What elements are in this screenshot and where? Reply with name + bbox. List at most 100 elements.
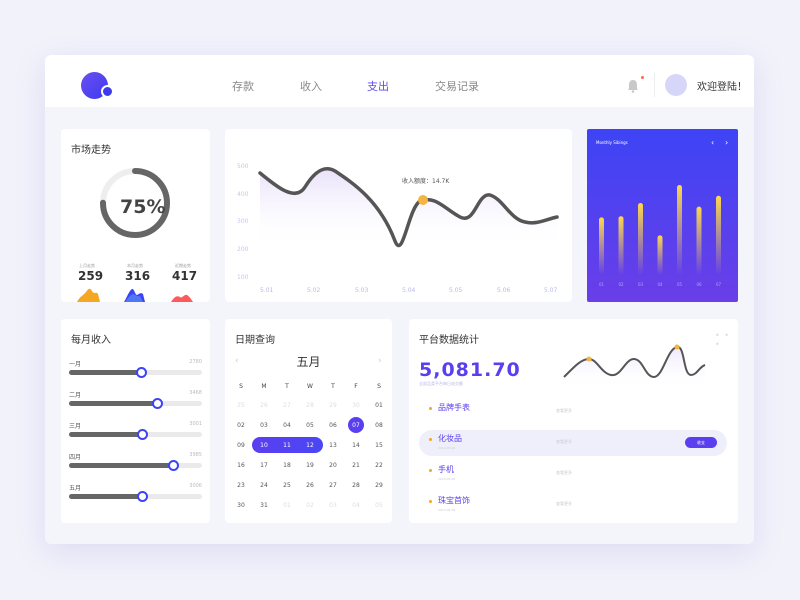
slider-fill [69,463,175,468]
market-trend-title: 市场走势 [71,145,111,156]
progress-ring [100,168,170,238]
calendar-day[interactable]: 29 [375,482,383,489]
slider-knob[interactable] [152,398,164,409]
bar-5 [677,185,682,275]
calendar-day[interactable]: 15 [375,442,383,449]
calendar-day[interactable]: 26 [260,402,268,409]
more-icon[interactable]: • • • [715,331,730,349]
calendar-day[interactable]: 09 [237,442,245,449]
slider-may[interactable] [69,491,202,502]
avatar[interactable] [665,74,687,96]
calendar-day[interactable]: 07 [352,422,360,429]
calendar-day[interactable]: 28 [306,402,314,409]
calendar-day[interactable]: 25 [283,482,291,489]
calendar-day[interactable]: 19 [306,462,314,469]
list-item-action-button[interactable]: 收支 [685,437,717,448]
sparkline-point-1 [586,356,592,362]
calendar-day[interactable]: 28 [352,482,360,489]
slider-knob[interactable] [136,367,148,378]
slider-value-apr: 3985 [189,452,202,458]
calendar-day[interactable]: 13 [329,442,337,449]
calendar-day[interactable]: 02 [306,502,314,509]
calendar-day[interactable]: 02 [237,422,245,429]
list-item-name: 化妆品 [438,434,462,443]
mini-chart-red [171,294,193,302]
calendar-day[interactable]: 04 [283,422,291,429]
bar-2 [618,216,624,275]
slider-knob[interactable] [168,460,180,471]
slider-value-may: 3006 [189,483,202,489]
calendar-day[interactable]: 16 [237,462,245,469]
calendar-day[interactable]: 23 [237,482,245,489]
nav-expense[interactable]: 支出 [367,80,389,93]
calendar-day[interactable]: 12 [306,442,314,449]
calendar-day[interactable]: 31 [260,502,268,509]
calendar-day[interactable]: 05 [375,502,383,509]
list-item-cosmetics[interactable]: 化妆品 2019.05.08 查看更多 收支 [419,430,727,456]
list-item-name: 品牌手表 [438,403,470,412]
calendar-day[interactable]: 27 [329,482,337,489]
list-item-jewelry[interactable]: 珠宝首饰 2019.05.08 查看更多 [419,492,727,518]
nav-deposit[interactable]: 存款 [232,80,254,93]
slider-label-feb: 二月 [69,392,82,399]
nav-income[interactable]: 收入 [300,80,322,93]
chevron-right-icon[interactable]: › [378,356,382,366]
x-tick-4: 5.04 [402,287,416,294]
stat-value-3: 417 [172,269,198,283]
list-item-date: 2019.05.08 [438,477,456,481]
bell-icon[interactable] [627,79,639,93]
slider-knob[interactable] [137,429,149,440]
chevron-left-icon[interactable]: ‹ [711,138,715,147]
list-item-watch[interactable]: 品牌手表 查看更多 [419,399,727,425]
mini-chart-blue-overlay [125,294,143,302]
slider-mar[interactable] [69,429,202,440]
calendar-day[interactable]: 30 [352,402,360,409]
slider-apr[interactable] [69,460,202,471]
calendar-day[interactable]: 24 [260,482,268,489]
bar-label-3: 03 [638,282,644,287]
slider-label-may: 五月 [69,485,82,492]
x-tick-7: 5.07 [544,287,558,294]
stat-value-2: 316 [125,269,151,283]
calendar-title: 日期查询 [235,335,275,346]
date-range-highlight [252,437,323,453]
calendar-day[interactable]: 18 [283,462,291,469]
list-item-date: 2019.05.08 [438,446,456,450]
slider-jan[interactable] [69,367,202,378]
calendar-day[interactable]: 25 [237,402,245,409]
calendar-day[interactable]: 06 [329,422,337,429]
calendar-day[interactable]: 26 [306,482,314,489]
slider-value-mar: 3001 [189,421,202,427]
calendar-day[interactable]: 01 [375,402,383,409]
slider-feb[interactable] [69,398,202,409]
list-item-phone[interactable]: 手机 2019.05.08 查看更多 [419,461,727,487]
calendar-day[interactable]: 03 [260,422,268,429]
chevron-right-icon[interactable]: › [725,138,729,147]
dashboard-frame: 存款 收入 支出 交易记录 欢迎登陆！ 市场走势 75% 上月走势 259 本月… [45,55,754,544]
platform-stats-card: 平台数据统计 • • • 5,081.70 全部品类平台每日成交额 品牌手表 查… [409,319,738,523]
calendar-day[interactable]: 20 [329,462,337,469]
platform-title: 平台数据统计 [419,335,479,346]
stat-value-1: 259 [78,269,104,283]
calendar-day[interactable]: 21 [352,462,360,469]
chevron-left-icon[interactable]: ‹ [235,356,239,366]
calendar-day[interactable]: 04 [352,502,360,509]
slider-knob[interactable] [137,491,149,502]
calendar-day[interactable]: 03 [329,502,337,509]
calendar-day[interactable]: 10 [260,442,268,449]
bar-label-5: 05 [677,282,683,287]
calendar-month: 五月 [296,355,321,369]
calendar-day[interactable]: 17 [260,462,268,469]
calendar-day[interactable]: 22 [375,462,383,469]
calendar-day[interactable]: 27 [283,402,291,409]
calendar-day[interactable]: 05 [306,422,314,429]
list-item-meta: 查看更多 [556,501,572,506]
calendar-day[interactable]: 11 [283,442,291,449]
slider-fill [69,401,159,406]
calendar-day[interactable]: 01 [283,502,291,509]
calendar-day[interactable]: 29 [329,402,337,409]
calendar-day[interactable]: 30 [237,502,245,509]
calendar-day[interactable]: 08 [375,422,383,429]
calendar-day[interactable]: 14 [352,442,360,449]
nav-transactions[interactable]: 交易记录 [435,80,479,93]
